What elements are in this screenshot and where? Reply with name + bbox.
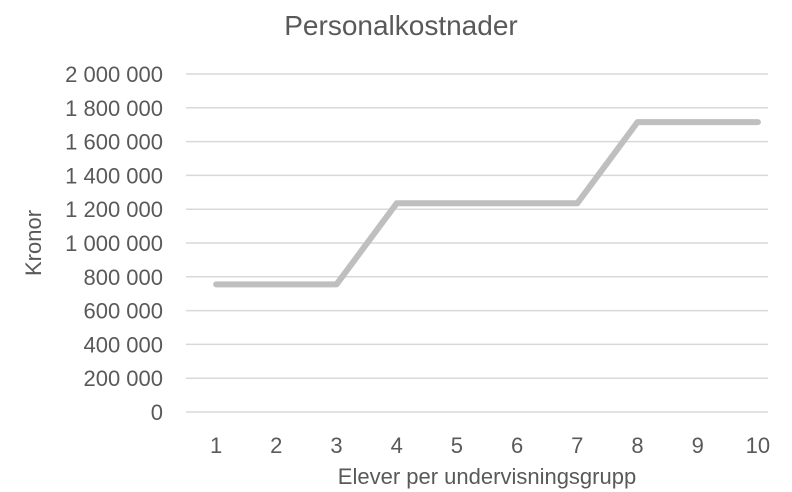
y-tick-label: 1 800 000 xyxy=(65,96,163,121)
y-tick-label: 1 600 000 xyxy=(65,130,163,155)
x-tick-label: 7 xyxy=(571,433,583,458)
x-axis-title: Elever per undervisningsgrupp xyxy=(338,464,636,489)
x-tick-label: 6 xyxy=(511,433,523,458)
x-axis-ticks: 1 2 3 4 5 6 7 8 9 10 xyxy=(210,433,770,458)
gridlines xyxy=(186,73,768,413)
y-tick-label: 0 xyxy=(151,400,163,425)
x-tick-label: 4 xyxy=(391,433,403,458)
y-tick-label: 2 000 000 xyxy=(65,62,163,87)
x-tick-label: 2 xyxy=(270,433,282,458)
y-tick-label: 600 000 xyxy=(83,299,163,324)
y-tick-label: 1 200 000 xyxy=(65,197,163,222)
series-line xyxy=(213,119,761,288)
x-tick-label: 8 xyxy=(631,433,643,458)
x-tick-label: 3 xyxy=(330,433,342,458)
x-tick-label: 10 xyxy=(746,433,770,458)
y-tick-label: 200 000 xyxy=(83,366,163,391)
chart-title: Personalkostnader xyxy=(284,10,517,41)
y-tick-label: 1 000 000 xyxy=(65,231,163,256)
x-tick-label: 5 xyxy=(451,433,463,458)
y-tick-label: 800 000 xyxy=(83,265,163,290)
x-tick-label: 1 xyxy=(210,433,222,458)
y-tick-label: 400 000 xyxy=(83,332,163,357)
y-axis-ticks: 0 200 000 400 000 600 000 800 000 1 000 000 1 … xyxy=(65,62,163,425)
y-axis-title: Kronor xyxy=(21,210,46,276)
series-group xyxy=(213,119,761,288)
x-tick-label: 9 xyxy=(692,433,704,458)
y-tick-label: 1 400 000 xyxy=(65,163,163,188)
